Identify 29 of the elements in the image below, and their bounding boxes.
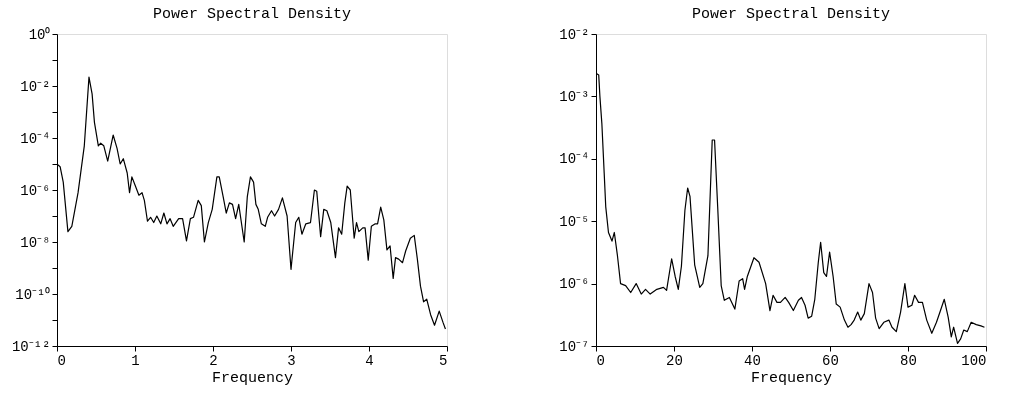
y-tick-label: 10⁻¹⁰ bbox=[15, 286, 51, 303]
y-tick-label: 10⁻⁶ bbox=[20, 182, 51, 199]
x-tick-label: 20 bbox=[666, 352, 683, 369]
x-tick-label: 60 bbox=[822, 352, 839, 369]
x-tick-label: 1 bbox=[131, 352, 140, 369]
y-tick-label: 10⁻⁴ bbox=[20, 130, 51, 147]
x-tick-label: 0 bbox=[57, 352, 66, 369]
x-axis-title: Frequency bbox=[750, 369, 833, 387]
x-tick-label: 4 bbox=[365, 352, 374, 369]
x-tick-label: 2 bbox=[209, 352, 218, 369]
x-tick-label: 0 bbox=[596, 352, 605, 369]
chart-title: Power Spectral Density bbox=[152, 6, 352, 23]
y-tick-label: 10⁻² bbox=[559, 26, 590, 43]
x-tick-label: 40 bbox=[744, 352, 761, 369]
y-tick-label: 10⁻⁵ bbox=[559, 213, 590, 230]
y-tick-label: 10⁻¹² bbox=[11, 338, 51, 355]
x-tick-label: 5 bbox=[439, 352, 448, 369]
x-tick-label: 3 bbox=[287, 352, 296, 369]
chart-title: Power Spectral Density bbox=[691, 6, 891, 23]
y-tick-label: 10⁻⁴ bbox=[559, 151, 590, 168]
y-tick-label: 10⁻⁷ bbox=[559, 338, 590, 355]
x-axis-title: Frequency bbox=[211, 369, 294, 387]
x-tick-label: 100 bbox=[961, 352, 987, 369]
x-tick-label: 80 bbox=[900, 352, 917, 369]
y-tick-label: 10⁻⁸ bbox=[20, 234, 51, 251]
y-tick-label: 10⁰ bbox=[28, 26, 51, 43]
y-tick-label: 10⁻³ bbox=[559, 88, 590, 105]
y-tick-label: 10⁻⁶ bbox=[559, 276, 590, 293]
y-tick-label: 10⁻² bbox=[20, 78, 51, 95]
